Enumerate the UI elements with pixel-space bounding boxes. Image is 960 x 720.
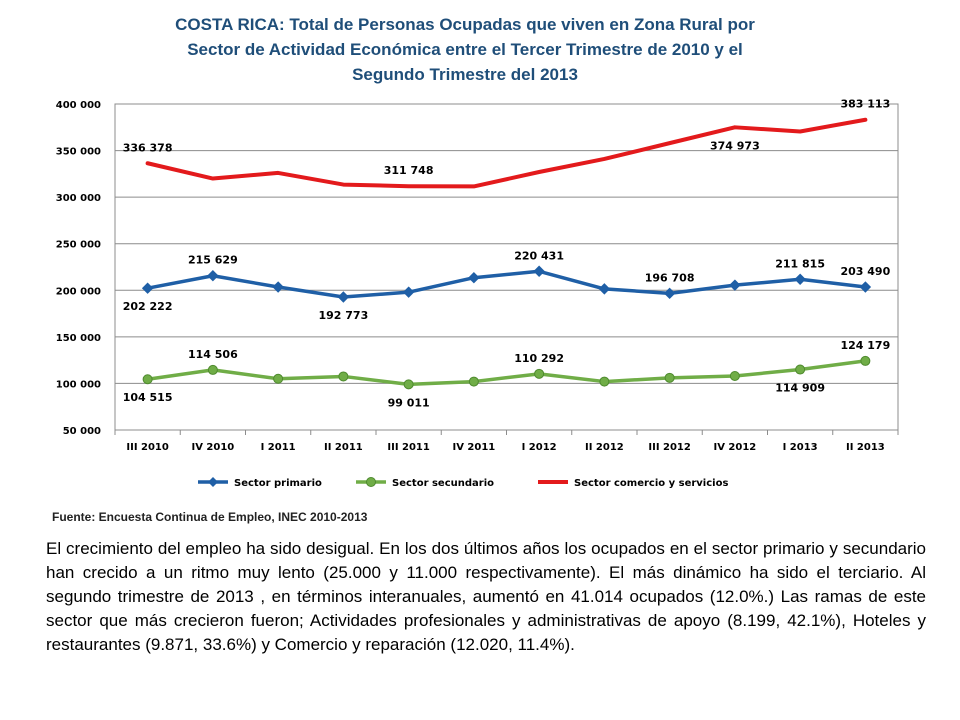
legend-marker	[208, 477, 218, 487]
data-label: 211 815	[775, 257, 825, 270]
data-point	[534, 368, 545, 379]
y-tick-label: 200 000	[56, 286, 101, 297]
x-tick-label: IV 2011	[452, 442, 495, 453]
x-tick-label: IV 2012	[713, 442, 756, 453]
data-point	[207, 364, 218, 375]
x-tick-label: III 2010	[126, 442, 169, 453]
legend-label: Sector comercio y servicios	[574, 478, 728, 489]
series-line	[145, 269, 868, 299]
data-point	[272, 281, 284, 293]
data-point	[142, 374, 153, 385]
y-tick-label: 50 000	[63, 426, 101, 437]
data-label: 202 222	[123, 300, 173, 313]
data-label: 99 011	[388, 396, 430, 409]
data-point	[338, 371, 349, 382]
y-tick-label: 400 000	[56, 100, 101, 111]
series-line	[145, 359, 868, 387]
data-label: 220 431	[514, 249, 564, 262]
data-label: 196 708	[645, 271, 695, 284]
data-point	[859, 281, 872, 293]
data-point	[729, 279, 741, 291]
data-point	[533, 265, 545, 277]
analysis-paragraph: El crecimiento del empleo ha sido desigu…	[46, 539, 926, 654]
data-label: 215 629	[188, 254, 238, 267]
data-point	[664, 372, 675, 383]
y-tick-label: 300 000	[56, 193, 101, 204]
data-point	[860, 355, 871, 366]
data-point	[273, 373, 284, 384]
data-point	[598, 283, 611, 295]
chart-title-line-3: Segundo Trimestre del 2013	[352, 65, 578, 84]
legend-marker	[366, 477, 376, 487]
x-tick-label: II 2011	[324, 442, 363, 453]
data-point	[468, 376, 479, 387]
series-line	[145, 117, 868, 189]
data-point	[468, 272, 480, 284]
data-point	[795, 364, 806, 375]
x-tick-label: I 2012	[522, 442, 557, 453]
data-label: 383 113	[840, 98, 890, 111]
data-label: 192 773	[318, 309, 368, 322]
data-label: 104 515	[123, 391, 173, 404]
data-label: 311 748	[384, 164, 434, 177]
data-label: 124 179	[840, 339, 890, 352]
data-point	[402, 286, 415, 298]
chart-title-line-2: Sector de Actividad Económica entre el T…	[187, 40, 743, 59]
data-point	[729, 370, 740, 381]
x-tick-label: II 2012	[585, 442, 624, 453]
legend-label: Sector secundario	[392, 478, 494, 489]
x-tick-label: II 2013	[846, 442, 885, 453]
data-label: 203 490	[840, 265, 890, 278]
data-point	[599, 376, 610, 387]
x-tick-label: I 2013	[783, 442, 818, 453]
chart-title: COSTA RICA: Total de Personas Ocupadas q…	[60, 12, 870, 87]
x-tick-label: III 2012	[648, 442, 691, 453]
y-tick-label: 150 000	[56, 333, 101, 344]
data-label: 110 292	[514, 352, 564, 365]
y-tick-label: 100 000	[56, 379, 101, 390]
x-tick-label: III 2011	[387, 442, 430, 453]
legend-label: Sector primario	[234, 478, 322, 489]
data-label: 336 378	[123, 141, 173, 154]
chart-title-line-1: COSTA RICA: Total de Personas Ocupadas q…	[175, 15, 755, 34]
x-tick-label: I 2011	[261, 442, 296, 453]
data-point	[663, 287, 676, 300]
source-note: Fuente: Encuesta Continua de Empleo, INE…	[52, 510, 368, 524]
data-label: 374 973	[710, 139, 760, 152]
line-chart: 50 000 100 000 150 000 200 000 250 000 300 00…	[56, 98, 899, 489]
data-label: 114 506	[188, 348, 238, 361]
data-point	[794, 273, 806, 285]
data-point	[337, 291, 350, 303]
data-point	[141, 282, 154, 294]
y-tick-label: 350 000	[56, 147, 101, 158]
x-tick-label: IV 2010	[191, 442, 234, 453]
data-label: 114 909	[775, 382, 825, 395]
y-tick-label: 250 000	[56, 240, 101, 251]
data-point	[207, 270, 219, 282]
data-point	[403, 379, 414, 390]
